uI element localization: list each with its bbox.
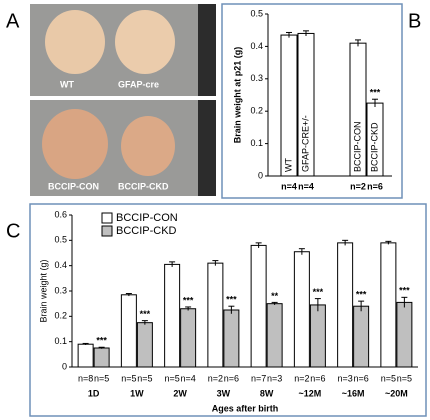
y-axis-label: Brain weight (g): [38, 259, 48, 322]
y-tick-label: 0.6: [54, 209, 67, 219]
n-label: n=4: [281, 181, 297, 191]
bar-label: BCCIP-CON: [352, 121, 362, 172]
n-label: n=5: [94, 373, 109, 383]
n-label: n=2: [294, 373, 309, 383]
n-label: n=5: [137, 373, 152, 383]
panel-label: C: [6, 220, 20, 242]
y-tick-label: 0.4: [250, 41, 263, 51]
x-tick-label: ~16M: [342, 388, 365, 398]
y-tick-label: 0.1: [54, 336, 67, 346]
y-tick-label: 0.3: [250, 73, 263, 83]
n-label: n=6: [353, 373, 368, 383]
bar: [380, 242, 397, 368]
bar: [120, 294, 137, 368]
photo-bottom: BCCIP-CON BCCIP-CKD: [30, 100, 216, 196]
x-tick-label: 1D: [88, 388, 100, 398]
bar: [337, 242, 354, 368]
significance: ***: [226, 295, 237, 305]
significance: ***: [356, 290, 367, 300]
bar: [280, 34, 298, 177]
n-label: n=4: [298, 181, 314, 191]
y-tick-label: 0.3: [54, 285, 67, 295]
bar-label: WT: [283, 158, 293, 172]
significance: ***: [313, 287, 324, 297]
bar: [93, 347, 110, 368]
y-tick-label: 0: [258, 170, 263, 180]
bar: [180, 308, 197, 368]
n-label: n=6: [367, 181, 383, 191]
n-label: n=3: [267, 373, 282, 383]
bar: [223, 309, 240, 368]
y-tick-label: 0.2: [250, 106, 263, 116]
legend-swatch: [101, 212, 113, 224]
bar: [293, 251, 310, 368]
x-tick-label: 3W: [217, 388, 231, 398]
n-label: n=3: [337, 373, 352, 383]
n-label: n=4: [180, 373, 195, 383]
x-tick-label: ~12M: [298, 388, 321, 398]
significance: ***: [183, 295, 194, 305]
y-tick-label: 0.1: [250, 138, 263, 148]
panel-frame: [221, 3, 403, 199]
significance: ***: [96, 336, 107, 346]
bar: [77, 343, 94, 368]
bar: [164, 263, 181, 368]
photo-label: BCCIP-CON: [48, 181, 99, 191]
n-label: n=8: [78, 373, 93, 383]
bar-label: BCCIP-CKD: [369, 122, 379, 172]
panel-label: B: [408, 10, 421, 32]
bar: [353, 305, 370, 368]
n-label: n=6: [224, 373, 239, 383]
y-tick-label: 0: [62, 361, 67, 371]
y-tick-label: 0.5: [250, 8, 263, 18]
photo-label: WT: [60, 79, 74, 89]
legend-swatch: [101, 225, 113, 237]
n-label: n=5: [121, 373, 136, 383]
photo-label: BCCIP-CKD: [118, 181, 169, 191]
legend-label: BCCIP-CKD: [116, 225, 177, 237]
x-tick-label: 2W: [173, 388, 187, 398]
panel-frame: [29, 203, 427, 417]
photo-top: WT GFAP-cre: [30, 4, 216, 96]
significance: ***: [140, 309, 151, 319]
bar: [266, 303, 283, 368]
significance: ***: [370, 88, 381, 98]
photo-label: GFAP-cre: [118, 79, 159, 89]
y-tick-label: 0.5: [54, 235, 67, 245]
n-label: n=5: [397, 373, 412, 383]
n-label: n=2: [208, 373, 223, 383]
legend-label: BCCIP-CON: [116, 212, 178, 224]
n-label: n=6: [310, 373, 325, 383]
y-tick-label: 0.4: [54, 260, 67, 270]
bar: [250, 244, 267, 368]
n-label: n=7: [251, 373, 266, 383]
n-label: n=5: [381, 373, 396, 383]
x-axis-label: Ages after birth: [212, 403, 279, 413]
bar-label: GFAP-CRE+/-: [300, 115, 310, 172]
n-label: n=5: [164, 373, 179, 383]
y-tick-label: 0.2: [54, 311, 67, 321]
n-label: n=2: [350, 181, 366, 191]
significance: ***: [399, 286, 410, 296]
x-tick-label: 8W: [260, 388, 274, 398]
bar: [207, 262, 224, 368]
x-tick-label: 1W: [130, 388, 144, 398]
x-tick-label: ~20M: [385, 388, 408, 398]
bar: [136, 322, 153, 368]
bar: [309, 304, 326, 368]
panel-label: A: [6, 10, 20, 32]
significance: **: [271, 291, 279, 301]
y-axis-label: Brain weight at p21 (g): [232, 47, 242, 144]
bar: [396, 301, 413, 368]
